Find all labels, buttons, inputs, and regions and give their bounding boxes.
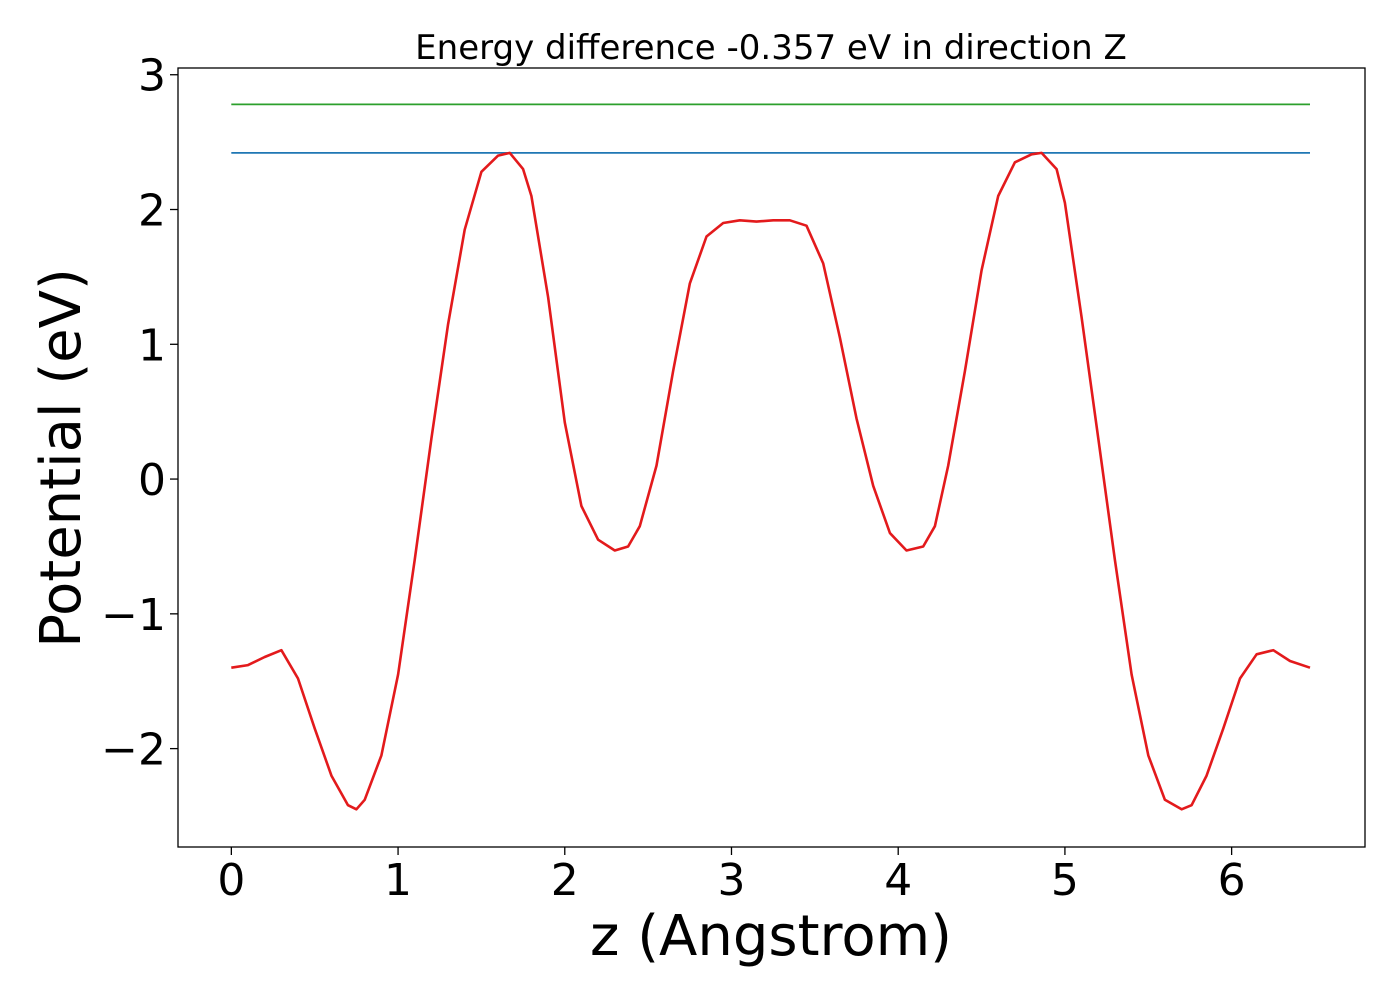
x-tick-label: 1 — [384, 855, 412, 906]
x-tick-label: 0 — [217, 855, 245, 906]
y-tick-label: −1 — [101, 590, 166, 641]
y-tick-label: 1 — [138, 320, 166, 371]
x-axis-label: z (Angstrom) — [590, 904, 952, 969]
y-axis-label: Potential (eV) — [29, 268, 94, 648]
x-tick-label: 2 — [551, 855, 579, 906]
y-tick-label: 2 — [138, 186, 166, 237]
series-line-2 — [231, 151, 1311, 811]
x-axis-ticks: 0 1 2 3 4 5 6 — [217, 847, 1246, 906]
y-axis-ticks: −2 −1 0 1 2 3 — [101, 51, 178, 776]
y-tick-label: 0 — [138, 455, 166, 506]
y-tick-label: 3 — [138, 51, 166, 102]
x-tick-label: 5 — [1051, 855, 1079, 906]
chart-title: Energy difference -0.357 eV in direction… — [415, 28, 1127, 68]
series-layer — [231, 103, 1311, 811]
y-tick-label: −2 — [101, 725, 166, 776]
x-tick-label: 4 — [884, 855, 912, 906]
plot-background — [178, 68, 1365, 847]
x-tick-label: 3 — [717, 855, 745, 906]
x-tick-label: 6 — [1218, 855, 1246, 906]
plot-frame — [177, 67, 1366, 848]
